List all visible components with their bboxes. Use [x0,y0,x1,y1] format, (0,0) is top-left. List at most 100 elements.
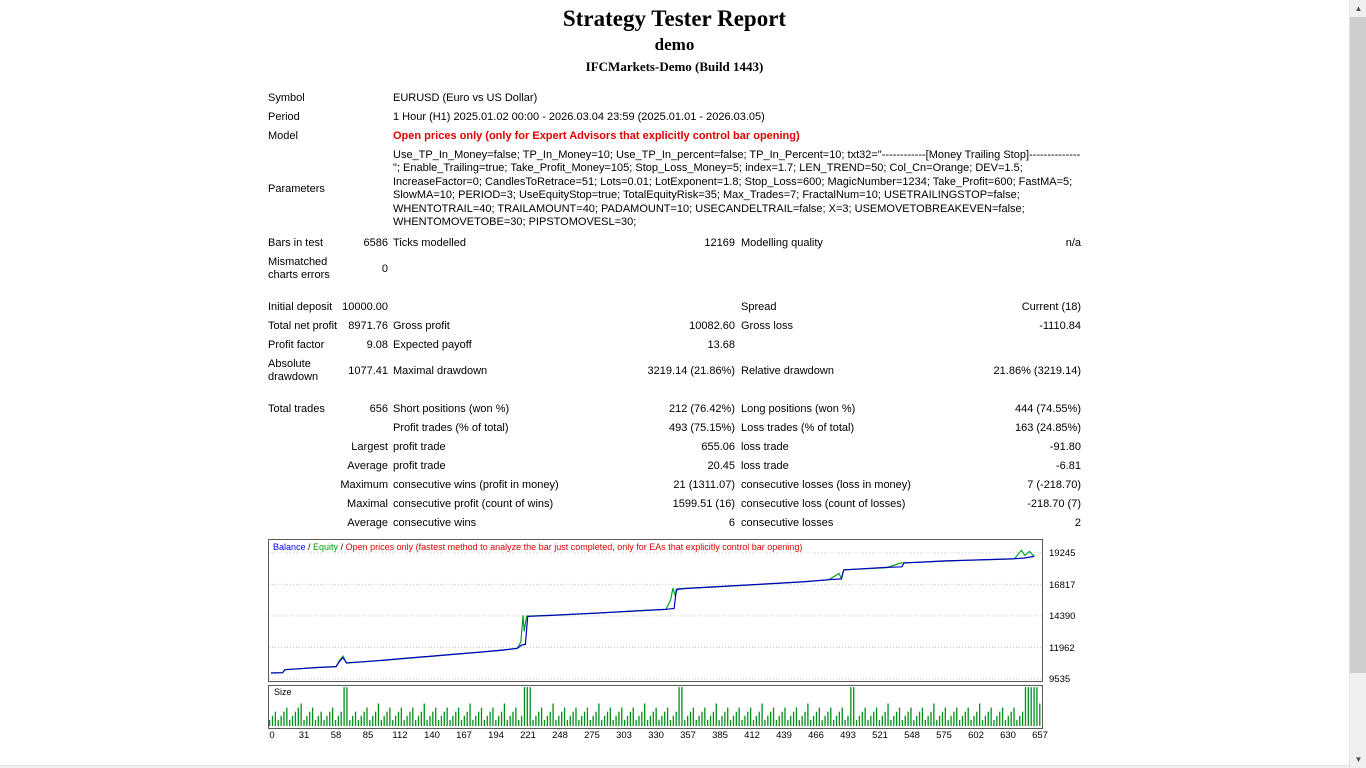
stat-value: -1110.84 [1039,320,1081,333]
size-bar [575,708,577,727]
size-bar [538,712,540,727]
size-bar [669,720,672,727]
size-bar [652,712,654,727]
x-axis-label: 630 [1000,730,1016,742]
size-bar [850,687,852,727]
size-bar [426,720,428,727]
size-bar [990,708,992,727]
size-bar [472,720,474,727]
size-bar [961,716,964,727]
size-bar [953,712,955,727]
size-bar [443,712,445,727]
size-bar [492,708,494,727]
stat-value: 1077.41 [348,364,388,377]
scroll-up-icon[interactable]: ▲ [1350,0,1366,17]
x-axis-label: 357 [680,730,696,742]
size-bar [772,708,775,727]
stat-value: 444 (74.55%) [1014,403,1081,416]
info-row-parameters: Parameters Use_TP_In_Money=false; TP_In_… [268,146,1081,232]
y-axis-label: 19245 [1049,548,1076,560]
size-bar [555,720,557,727]
size-bar [818,708,820,727]
size-bar [767,716,769,727]
size-bar [449,720,451,727]
size-bar [1019,716,1021,727]
vertical-scrollbar[interactable]: ▲ ▼ [1349,0,1366,768]
stat-value: 13.68 [707,339,735,352]
size-bar [598,703,600,727]
stat-label: loss trade [741,441,789,454]
scrollbar-thumb[interactable] [1350,17,1366,673]
size-bar [552,703,554,727]
x-axis-label: 303 [616,730,632,742]
size-bar [798,720,800,727]
size-bar [684,720,686,727]
size-bar [787,720,789,727]
y-axis-label: 9535 [1049,674,1071,686]
size-bar [861,712,863,727]
horizontal-scrollbar[interactable] [0,765,1349,768]
size-bar [303,720,305,727]
size-bar [609,708,611,727]
stats-row: Total trades 656 Short positions (won %)… [268,400,1081,419]
size-bar [715,703,717,727]
stat-label: consecutive wins [393,517,477,530]
stat-value: 655.06 [701,441,735,454]
stat-value: 10000.00 [342,301,388,314]
stat-value: 12169 [704,237,735,250]
stat-label: Modelling quality [741,237,823,250]
size-bar [807,703,809,727]
size-bar [853,687,855,727]
size-bar [529,687,531,727]
stat-label: consecutive loss (count of losses) [741,498,906,511]
stat-label: Absolute drawdown [268,358,319,384]
stat-label: Mismatched charts errors [268,256,330,282]
model-warning-text: Open prices only (only for Expert Adviso… [393,130,800,142]
size-bar [581,716,583,727]
size-bar [999,712,1001,727]
x-axis-label: 466 [808,730,824,742]
stat-value: 0 [381,262,388,275]
scroll-down-icon[interactable]: ▼ [1350,751,1366,768]
size-bar [761,703,763,727]
info-row-model: Model Open prices only (only for Expert … [268,127,1081,146]
size-bar [311,708,314,727]
stat-value [980,336,1081,355]
size-bar [792,712,795,727]
size-bar [987,712,989,727]
size-bar [558,716,560,727]
info-label: Period [268,111,300,123]
size-bar [546,716,549,727]
size-bar [884,712,886,727]
size-bar [804,712,806,727]
size-bar [976,712,978,727]
info-label: Parameters [268,182,325,195]
stat-label: profit trade [393,460,446,473]
stat-label [268,457,338,476]
stat-value [980,253,1081,285]
size-bar [352,716,354,727]
size-bar [924,720,926,727]
size-bar [649,716,652,727]
size-bar [681,687,683,727]
size-bar [294,712,297,727]
size-bar [984,716,987,727]
size-bar [603,716,606,727]
size-bar [830,708,832,727]
size-bar [996,716,998,727]
size-bar [838,712,841,727]
legend-model-note: Open prices only (fastest method to anal… [345,542,803,553]
stat-label: consecutive wins (profit in money) [393,479,559,492]
size-bar [752,720,755,727]
info-table: Symbol EURUSD (Euro vs US Dollar) Period… [268,89,1081,232]
size-bar [1010,712,1012,727]
size-bar [446,708,448,727]
strategy-tester-report: Strategy Tester Report demo IFCMarkets-D… [268,0,1081,743]
size-bar [775,720,778,727]
size-bar [927,716,929,727]
report-subtitle: demo [654,35,695,54]
size-bar [423,703,425,727]
size-bar [480,708,483,727]
size-bar [383,716,385,727]
size-bar [855,720,858,727]
